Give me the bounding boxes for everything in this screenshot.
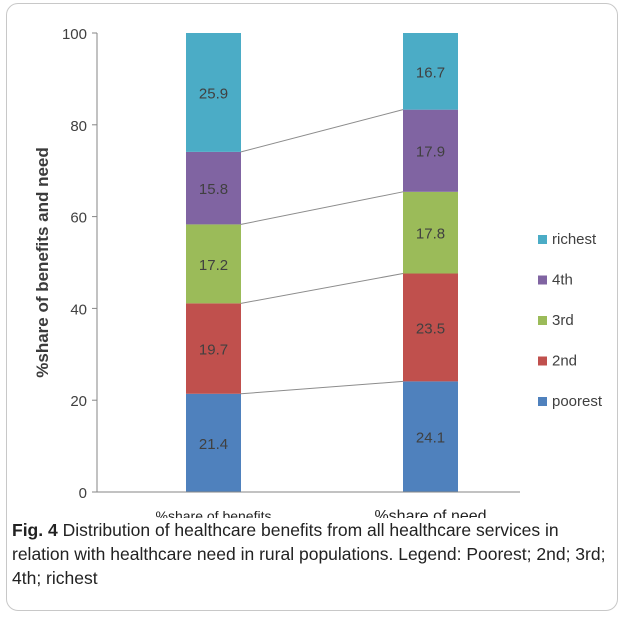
bar-segment-richest [403, 33, 458, 110]
data-label: 17.8 [416, 226, 445, 243]
x-category-label: %share of need [374, 508, 486, 518]
legend-swatch-richest [538, 235, 547, 244]
legend-label: 4th [552, 272, 573, 289]
y-axis-title-group: %share of benefits and need [33, 147, 52, 378]
data-label: 19.7 [199, 342, 228, 359]
connector-line [240, 380, 404, 395]
legend-swatch-2nd [538, 356, 547, 366]
connector-line [240, 191, 404, 225]
legend-swatch-4th [538, 275, 547, 285]
y-tick-label: 20 [70, 393, 87, 410]
legend-swatch-3rd [538, 316, 547, 325]
legend-swatch-poorest [538, 397, 547, 406]
bar-segment-2nd [186, 303, 241, 394]
bar-segment-richest [186, 33, 241, 152]
connector-lines [240, 109, 404, 395]
data-label: 24.1 [416, 430, 445, 447]
y-tick-label: 100 [62, 26, 87, 43]
caption-text: Distribution of healthcare benefits from… [12, 520, 606, 588]
data-label: 15.8 [199, 181, 228, 198]
bar-segment-poorest [186, 393, 241, 492]
figure-caption: Fig. 4 Distribution of healthcare benefi… [12, 518, 612, 590]
data-label: 21.4 [199, 436, 228, 453]
stacked-bar-chart: %share of benefits and need 21.4 19.7 17.2… [33, 26, 603, 518]
legend-label: poorest [552, 393, 603, 410]
legend-label: richest [552, 231, 597, 248]
data-label: 16.7 [416, 64, 445, 81]
data-label: 17.2 [199, 257, 228, 274]
connector-line [240, 109, 404, 153]
figure-label: Fig. 4 [12, 520, 58, 540]
bar-segment-3rd [186, 224, 241, 304]
data-label: 17.9 [416, 144, 445, 161]
figure-frame [6, 3, 618, 611]
y-tick-label: 0 [79, 485, 87, 502]
data-label: 23.5 [416, 320, 445, 337]
y-tick-label: 80 [70, 118, 87, 135]
bar-segment-2nd [403, 273, 458, 382]
bar-segment-4th [403, 109, 458, 192]
bar-segment-poorest [403, 381, 458, 492]
bars: 21.4 19.7 17.2 15.8 25.9 24.1 23.5 17.8 17.9 16.7 [186, 33, 458, 492]
legend-label: 2nd [552, 353, 577, 370]
y-tick-label: 60 [70, 210, 87, 227]
data-label: 25.9 [199, 85, 228, 102]
bar-segment-3rd [403, 191, 458, 274]
axes: 0 20 40 60 80 100 %share of benefits %share of … [62, 26, 520, 518]
legend: richest 4th 3rd 2nd poorest [538, 231, 603, 410]
y-axis-title: %share of benefits and need [33, 147, 52, 378]
bar-segment-4th [186, 151, 241, 225]
connector-line [240, 273, 404, 304]
x-category-label: %share of benefits [156, 508, 272, 518]
legend-label: 3rd [552, 312, 574, 329]
y-tick-label: 40 [70, 301, 87, 318]
